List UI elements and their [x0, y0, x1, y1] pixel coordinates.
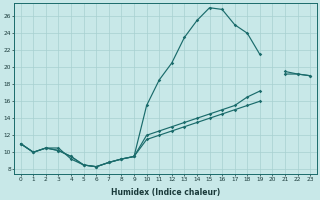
- X-axis label: Humidex (Indice chaleur): Humidex (Indice chaleur): [111, 188, 220, 197]
